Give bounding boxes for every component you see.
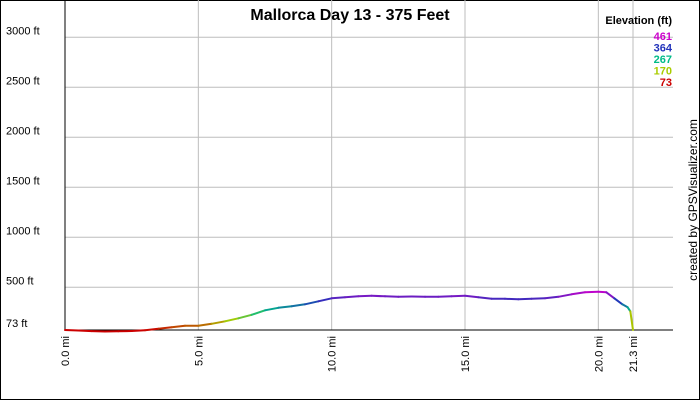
elevation-segment xyxy=(504,297,520,301)
elevation-segment xyxy=(621,303,629,309)
elevation-segment xyxy=(64,329,80,332)
elevation-segment xyxy=(277,305,293,309)
credit-text: created by GPSVisualizer.com xyxy=(686,119,700,281)
elevation-segment xyxy=(530,297,546,300)
y-tick-label: 3000 ft xyxy=(6,25,40,37)
x-tick-label: 5.0 mi xyxy=(193,336,205,366)
elevation-line xyxy=(64,290,634,333)
y-axis-ticks: 73 ft 500 ft 1000 ft 1500 ft 2000 ft 2500 ft 3… xyxy=(6,25,40,330)
elevation-segment xyxy=(237,313,253,320)
chart-title: Mallorca Day 13 - 375 Feet xyxy=(250,7,450,24)
y-tick-label: 2000 ft xyxy=(6,125,40,137)
elevation-segment xyxy=(250,309,266,316)
x-tick-label: 0.0 mi xyxy=(60,336,72,366)
elevation-segment xyxy=(344,295,360,299)
x-tick-label: 15.0 mi xyxy=(460,336,472,372)
x-axis-ticks: 0.0 mi 5.0 mi 10.0 mi 15.0 mi 20.0 mi 21.3 mi xyxy=(60,336,640,372)
elevation-segment xyxy=(144,327,160,332)
elevation-segment xyxy=(264,306,280,312)
elevation-segment xyxy=(290,303,306,308)
elevation-segment xyxy=(570,291,586,296)
elevation-segment xyxy=(304,300,320,306)
elevation-segment xyxy=(584,290,600,294)
elevation-segment xyxy=(437,295,453,298)
x-tick-label: 20.0 mi xyxy=(593,336,605,372)
elevation-segment xyxy=(450,294,466,298)
legend-entry: 461 xyxy=(654,31,672,43)
y-tick-label: 2500 ft xyxy=(6,75,40,87)
elevation-segment xyxy=(157,326,173,330)
legend-entry: 364 xyxy=(654,43,673,55)
elevation-segment xyxy=(613,297,624,306)
elevation-segment xyxy=(517,297,533,301)
elevation-segment xyxy=(464,294,480,299)
elevation-segment xyxy=(477,296,493,300)
legend-entry: 73 xyxy=(660,77,672,89)
elevation-segment xyxy=(210,320,226,325)
elevation-segment xyxy=(330,296,346,300)
elevation-segment xyxy=(597,290,608,294)
elevation-segment xyxy=(605,291,616,300)
elevation-segment xyxy=(557,293,573,298)
legend-title: Elevation (ft) xyxy=(605,15,672,27)
elevation-segment xyxy=(170,324,186,329)
elevation-segment xyxy=(77,329,93,333)
legend-entry: 170 xyxy=(654,66,672,78)
elevation-segment xyxy=(629,310,634,331)
x-tick-label: 10.0 mi xyxy=(327,336,339,372)
x-tick-label: 21.3 mi xyxy=(628,336,640,372)
elevation-segment xyxy=(197,322,213,327)
elevation-segment xyxy=(370,294,386,298)
elevation-segment xyxy=(317,297,333,303)
elevation-segment xyxy=(384,295,400,298)
y-tick-label: 500 ft xyxy=(6,275,34,287)
y-tick-label: 1000 ft xyxy=(6,225,40,237)
y-tick-label: 1500 ft xyxy=(6,175,40,187)
plot-border xyxy=(64,0,673,331)
y-tick-label: 73 ft xyxy=(6,318,27,330)
legend-entry: 267 xyxy=(654,54,672,66)
elevation-segment xyxy=(357,294,373,298)
elevation-segment xyxy=(224,317,240,323)
elevation-segment xyxy=(544,295,560,300)
elevation-segment xyxy=(130,329,146,332)
